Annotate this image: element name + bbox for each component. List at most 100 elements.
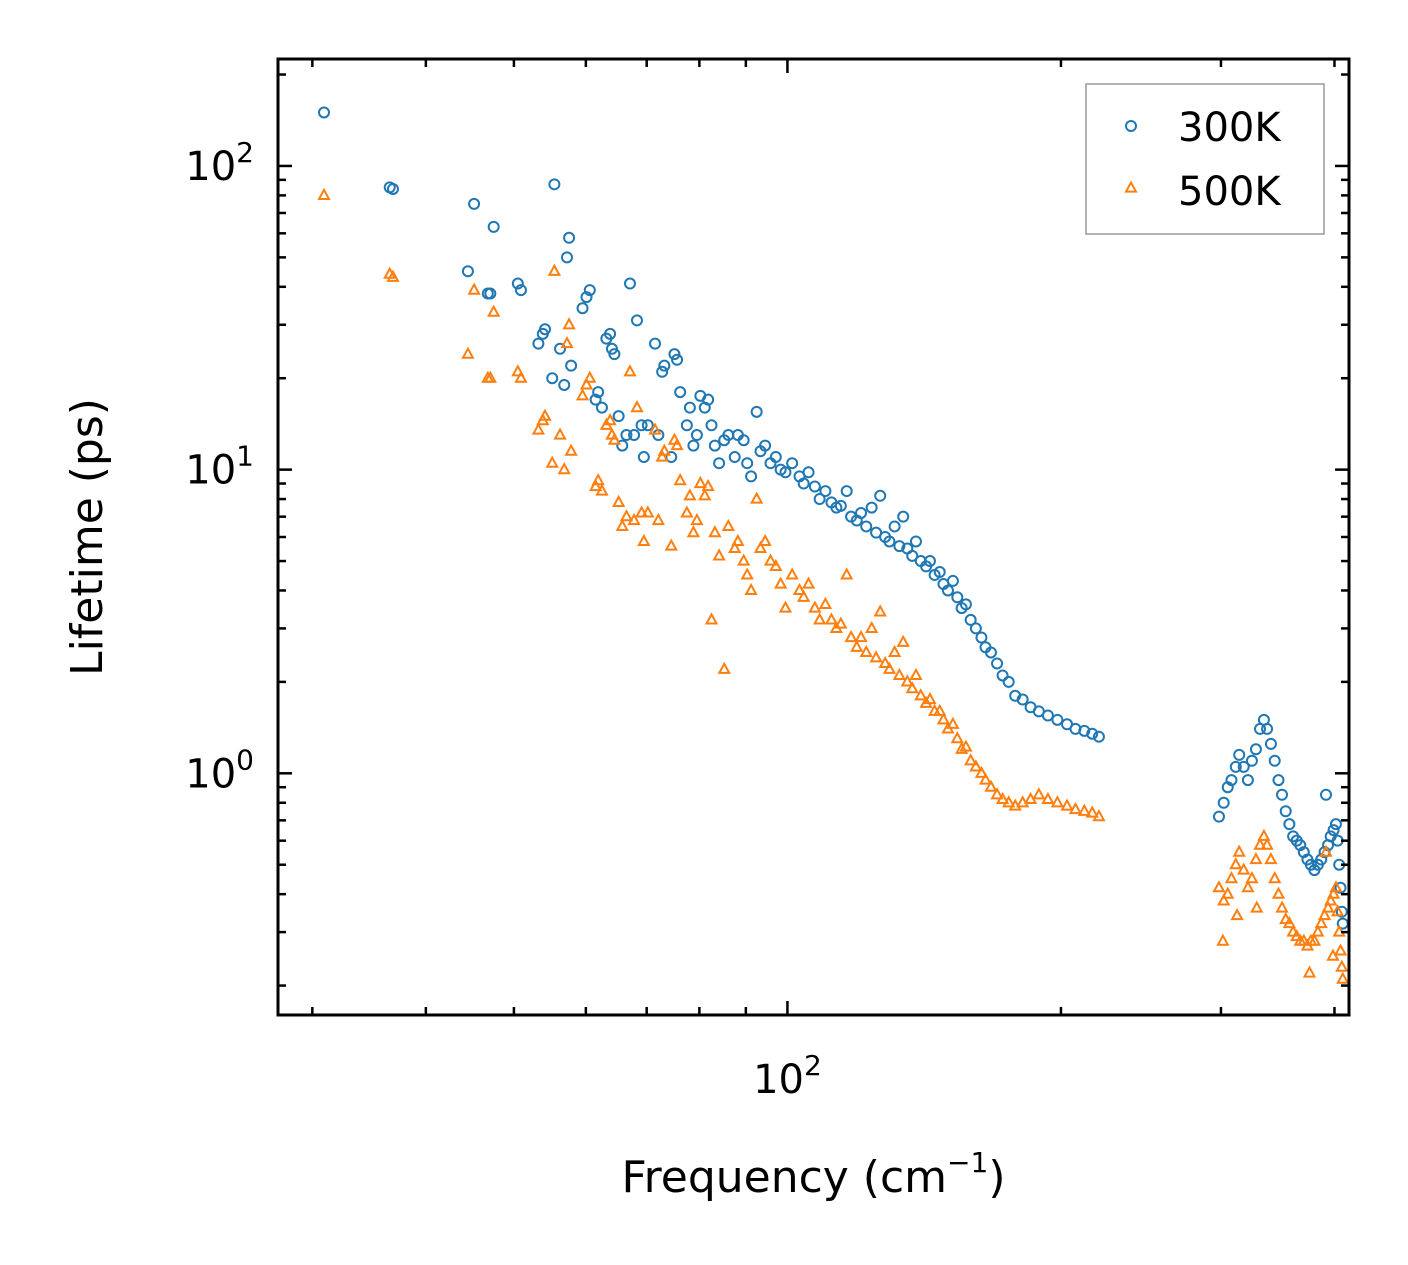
point-300k-36	[635, 419, 648, 432]
point-500k-167	[1230, 907, 1244, 921]
point-500k-9	[514, 370, 528, 383]
point-300k-22	[583, 284, 596, 297]
point-300k-0	[317, 106, 330, 119]
point-500k-162	[1333, 943, 1348, 956]
series-500k	[317, 187, 1350, 984]
point-500k-50	[690, 512, 704, 526]
point-500k-149	[1297, 933, 1311, 946]
point-500k-113	[990, 787, 1004, 800]
point-500k-58	[721, 518, 736, 532]
point-500k-170	[1326, 948, 1340, 961]
point-300k-13	[546, 372, 559, 385]
point-500k-70	[778, 600, 793, 613]
legend: 300K 500K	[1085, 83, 1325, 235]
point-500k-102	[936, 712, 951, 725]
point-500k-143	[1275, 900, 1289, 913]
point-300k-139	[1261, 722, 1274, 735]
x-axis-title-end: )	[988, 1152, 1005, 1203]
x-axis-title-base: Frequency (cm	[622, 1152, 948, 1203]
point-500k-78	[824, 612, 839, 625]
point-300k-128	[1217, 796, 1230, 809]
point-500k-123	[1068, 801, 1083, 815]
point-500k-169	[1302, 965, 1317, 978]
point-300k-134	[1241, 774, 1254, 787]
point-500k-71	[785, 567, 799, 580]
point-500k-48	[683, 488, 697, 501]
point-300k-55	[708, 439, 721, 452]
point-500k-18	[562, 317, 576, 330]
point-300k-27	[604, 327, 617, 340]
point-300k-95	[906, 549, 919, 562]
point-500k-88	[873, 604, 887, 617]
point-300k-127	[1212, 810, 1225, 823]
point-300k-77	[819, 485, 832, 498]
legend-label-500k: 500K	[1178, 169, 1282, 215]
point-500k-155	[1317, 907, 1332, 921]
point-300k-30	[612, 410, 625, 423]
point-500k-74	[801, 576, 816, 589]
point-300k-90	[883, 535, 896, 548]
point-500k-127	[1212, 880, 1226, 893]
point-500k-77	[818, 596, 833, 609]
point-300k-91	[888, 520, 901, 533]
point-500k-43	[664, 538, 678, 551]
point-500k-141	[1268, 871, 1282, 884]
point-500k-160	[1330, 904, 1345, 917]
y-tick-label-base: 10	[185, 751, 236, 797]
point-300k-61	[737, 434, 750, 447]
point-500k-96	[909, 667, 923, 681]
point-500k-64	[750, 491, 764, 504]
point-500k-130	[1224, 871, 1239, 884]
point-300k-31	[616, 439, 629, 452]
point-500k-38	[641, 505, 655, 518]
point-500k-41	[655, 449, 669, 462]
point-500k-73	[797, 589, 811, 602]
point-300k-7	[487, 220, 500, 233]
point-300k-143	[1276, 788, 1289, 801]
point-500k-65	[753, 540, 768, 554]
point-500k-159	[1329, 880, 1343, 893]
point-500k-154	[1314, 915, 1328, 929]
point-500k-56	[712, 548, 726, 561]
point-500k-115	[1002, 795, 1016, 808]
point-500k-14	[547, 263, 562, 276]
legend-label-300k: 300K	[1178, 105, 1282, 151]
point-300k-101	[933, 566, 946, 579]
point-300k-121	[1051, 713, 1064, 726]
point-300k-34	[628, 429, 641, 442]
point-500k-105	[950, 731, 964, 744]
point-300k-74	[802, 466, 815, 479]
point-500k-80	[834, 616, 848, 629]
point-300k-96	[909, 535, 922, 548]
point-500k-68	[769, 558, 783, 572]
point-500k-57	[717, 661, 731, 674]
point-300k-10	[532, 337, 545, 350]
point-300k-38	[641, 419, 654, 432]
point-500k-23	[588, 478, 603, 492]
point-500k-49	[686, 525, 701, 538]
point-300k-49	[687, 439, 700, 452]
point-500k-61	[737, 553, 751, 566]
point-300k-8	[511, 277, 524, 290]
point-300k-33	[623, 277, 636, 290]
point-500k-125	[1085, 805, 1099, 818]
point-300k-159	[1329, 818, 1342, 831]
point-300k-80	[834, 499, 847, 512]
point-500k-91	[887, 644, 902, 658]
point-300k-18	[563, 231, 576, 244]
point-300k-63	[745, 470, 758, 483]
point-300k-124	[1078, 724, 1091, 737]
point-500k-45	[670, 437, 684, 451]
point-300k-41	[656, 365, 669, 378]
point-300k-47	[680, 419, 693, 432]
point-500k-4	[467, 282, 481, 295]
point-500k-36	[634, 505, 649, 518]
point-500k-147	[1290, 928, 1304, 942]
point-300k-114	[996, 669, 1009, 682]
point-500k-17	[560, 336, 574, 349]
y-tick-label-base: 10	[185, 144, 236, 190]
point-500k-168	[1250, 900, 1264, 913]
point-500k-157	[1324, 893, 1338, 906]
plot-frame	[276, 57, 1351, 1017]
